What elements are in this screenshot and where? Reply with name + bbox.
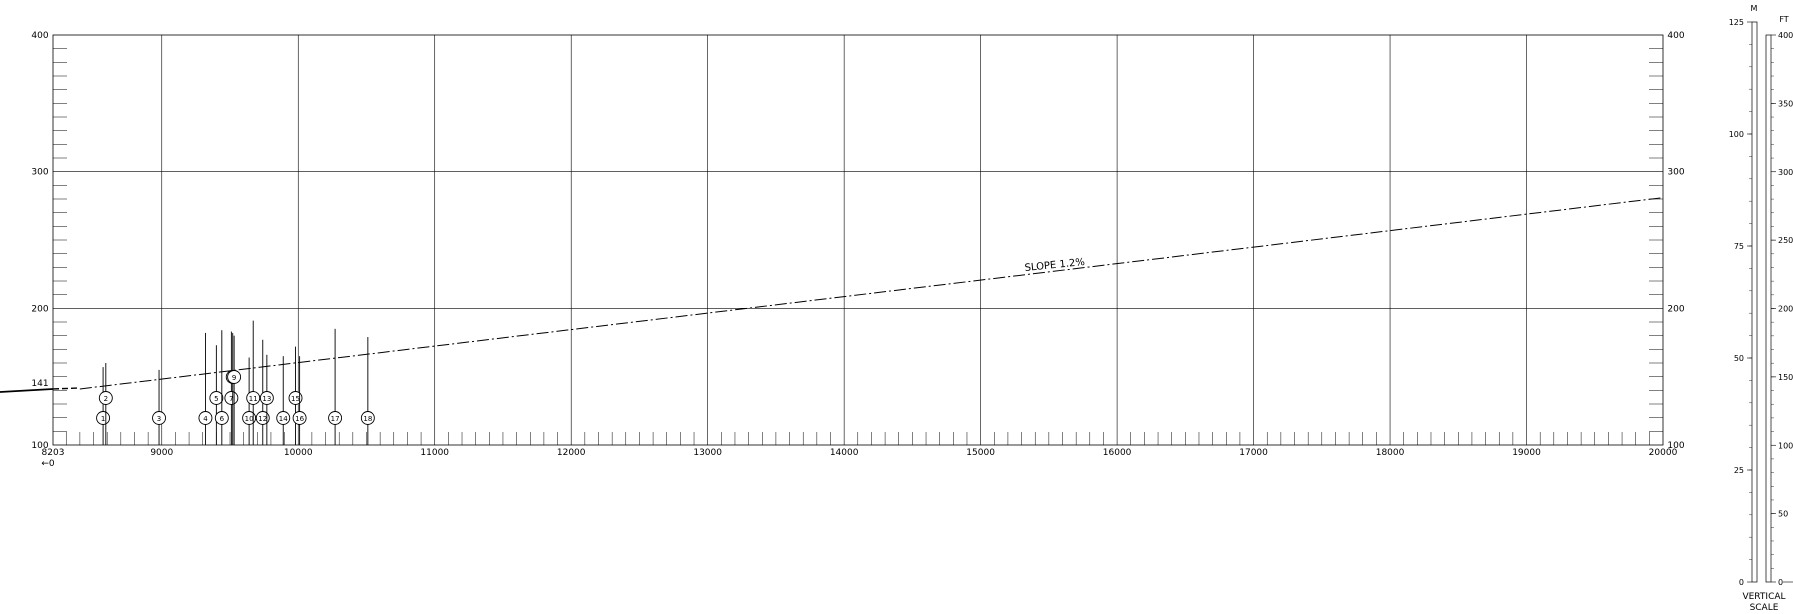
ground-elevation-label: 141	[31, 379, 48, 389]
x-start-label: 8203	[42, 448, 65, 458]
obstacle-1-marker	[96, 411, 111, 425]
vertical-scale-m-label: 50	[1734, 354, 1744, 363]
vertical-scale-m-label: 75	[1734, 242, 1744, 251]
obstacle-3-label: 3	[157, 415, 161, 423]
x-tick-label: 11000	[420, 448, 449, 458]
slope-line	[79, 197, 1664, 390]
axis-ticks	[53, 48, 1663, 445]
obstacle-11-label: 11	[249, 395, 258, 403]
vertical-scale-ft-label: 300	[1778, 168, 1793, 177]
vertical-scale-title-line2: SCALE	[1750, 603, 1779, 613]
obstacle-11-marker	[246, 391, 261, 405]
obstacle-4-marker	[198, 411, 213, 425]
y-tick-label-left: 300	[31, 168, 48, 178]
vertical-scale-m-header: M	[1751, 4, 1758, 13]
axis-labels: 8203 ←0 141 SLOPE 1.2% 9000 10000 11000 120…	[31, 31, 1684, 469]
obstacle-16-marker	[292, 411, 307, 425]
y-tick-label-right: 300	[1667, 168, 1684, 178]
obstacle-7-label: 7	[229, 395, 233, 403]
vertical-scale-ft-header: FT	[1779, 15, 1788, 24]
obstacle-5-label: 5	[214, 395, 218, 403]
obstacle-17-marker	[328, 411, 343, 425]
vertical-scale-ft-label: 150	[1778, 373, 1793, 382]
vertical-scale-ft-bar	[1765, 34, 1772, 583]
obstacle-4-label: 4	[203, 415, 208, 423]
obstacle-12-label: 12	[258, 415, 267, 423]
vertical-scale-ft-label: 200	[1778, 305, 1793, 314]
x-tick-label: 18000	[1376, 448, 1405, 458]
vertical-scale-m-label: 100	[1729, 130, 1744, 139]
ground-profile	[0, 387, 80, 393]
vertical-scale-ft-label: 0	[1778, 578, 1783, 587]
obstacle-6-marker	[214, 411, 229, 425]
vertical-scale-m-label: 25	[1734, 466, 1744, 475]
chart-grid	[52, 34, 1664, 446]
y-tick-label-right: 100	[1667, 441, 1684, 451]
x-tick-label: 16000	[1103, 448, 1132, 458]
approach-surface-dashed	[52, 387, 80, 390]
x-tick-label: 20000	[1649, 448, 1678, 458]
obstacles-group: 123456789101112131415161718	[96, 320, 375, 445]
x-tick-label: 17000	[1239, 448, 1268, 458]
vertical-scale: M FT VERTICAL SCALE 12510075502504003503…	[1729, 4, 1793, 613]
vertical-scale-m-label: 0	[1739, 578, 1744, 587]
x-tick-label: 19000	[1512, 448, 1541, 458]
y-tick-label-right: 400	[1667, 31, 1684, 41]
chart-frame	[52, 34, 1664, 446]
x-tick-label: 12000	[557, 448, 586, 458]
vertical-scale-title-line1: VERTICAL	[1742, 592, 1785, 602]
y-tick-label-left: 400	[31, 31, 48, 41]
obstacle-1-label: 1	[101, 415, 105, 423]
obstacle-14-label: 14	[279, 415, 288, 423]
x-tick-label: 15000	[966, 448, 995, 458]
vertical-scale-ft-label: 350	[1778, 99, 1793, 108]
y-tick-label-left: 200	[31, 304, 48, 314]
obstacle-3-marker	[152, 411, 166, 425]
x-tick-label: 10000	[284, 448, 313, 458]
obstacle-9-label: 9	[232, 374, 236, 382]
obstacle-18-label: 18	[363, 415, 372, 423]
vertical-scale-m-label: 125	[1729, 18, 1744, 27]
obstacle-13-label: 13	[262, 395, 271, 403]
obstacle-10-marker	[242, 411, 257, 425]
obstacle-10-label: 10	[245, 415, 254, 423]
y-tick-label-right: 200	[1667, 304, 1684, 314]
x-start-marker: ←0	[41, 459, 55, 469]
obstacle-5-marker	[209, 391, 224, 405]
y-tick-label-left: 100	[31, 441, 48, 451]
obstacle-2-marker	[98, 391, 113, 405]
x-tick-label: 13000	[693, 448, 722, 458]
obstacle-18-marker	[360, 411, 375, 425]
obstacle-15-label: 15	[291, 395, 300, 403]
approach-surface-line	[0, 388, 54, 393]
obstacle-17-label: 17	[331, 415, 340, 423]
vertical-scale-ft-label: 100	[1778, 441, 1793, 450]
x-tick-label: 14000	[830, 448, 859, 458]
obstacle-12-marker	[255, 411, 270, 425]
obstacle-6-label: 6	[220, 415, 225, 423]
vertical-scale-ft-label: 250	[1778, 236, 1793, 245]
x-tick-label: 9000	[150, 448, 173, 458]
vertical-scale-ft-label: 400	[1778, 31, 1793, 40]
obstacle-2-label: 2	[104, 395, 108, 403]
obstacle-14-marker	[276, 411, 291, 425]
vertical-scale-m-bar	[1751, 21, 1758, 583]
obstacle-9-marker	[227, 370, 242, 384]
vertical-scale-ft-label: 50	[1778, 510, 1788, 519]
obstacle-15-marker	[288, 391, 303, 405]
obstacle-13-marker	[259, 391, 274, 405]
obstacle-7-marker	[224, 391, 239, 405]
slope-line-group	[79, 197, 1664, 390]
obstacle-16-label: 16	[295, 415, 304, 423]
